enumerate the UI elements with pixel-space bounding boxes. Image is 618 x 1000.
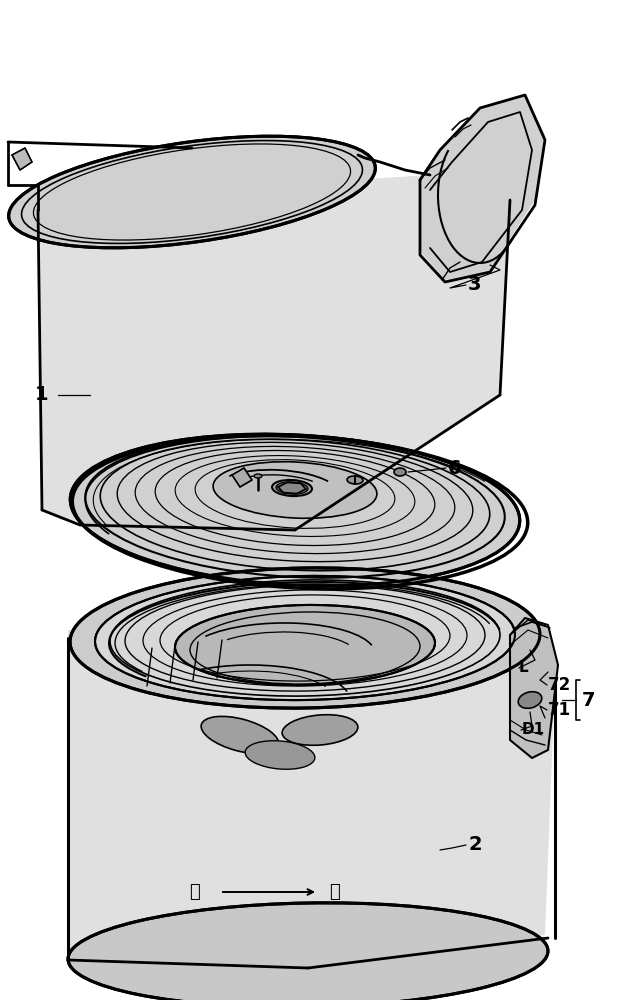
Ellipse shape	[213, 462, 377, 518]
Text: 7: 7	[582, 690, 596, 710]
Text: 72: 72	[548, 676, 571, 694]
Text: D1: D1	[522, 722, 545, 738]
Ellipse shape	[276, 482, 308, 494]
Ellipse shape	[519, 692, 542, 708]
Ellipse shape	[70, 568, 540, 708]
Text: L: L	[519, 660, 528, 674]
Polygon shape	[232, 468, 252, 487]
Ellipse shape	[272, 480, 312, 496]
Text: 6: 6	[448, 458, 462, 478]
Ellipse shape	[347, 476, 363, 484]
Polygon shape	[38, 175, 510, 530]
Ellipse shape	[201, 716, 279, 754]
Ellipse shape	[282, 715, 358, 745]
Text: 2: 2	[468, 836, 481, 854]
Ellipse shape	[394, 468, 406, 476]
Text: 緊: 緊	[190, 883, 200, 901]
Text: 3: 3	[468, 275, 481, 294]
Text: 1: 1	[35, 385, 49, 404]
Polygon shape	[420, 95, 545, 280]
Ellipse shape	[9, 136, 375, 248]
Ellipse shape	[254, 474, 262, 478]
Ellipse shape	[245, 741, 315, 769]
Ellipse shape	[70, 434, 520, 586]
Polygon shape	[12, 148, 32, 170]
Ellipse shape	[175, 605, 435, 685]
Text: 71: 71	[548, 701, 571, 719]
Text: 松: 松	[329, 883, 341, 901]
Polygon shape	[510, 618, 558, 758]
Ellipse shape	[68, 903, 548, 1000]
Polygon shape	[68, 630, 555, 980]
Ellipse shape	[95, 576, 515, 700]
